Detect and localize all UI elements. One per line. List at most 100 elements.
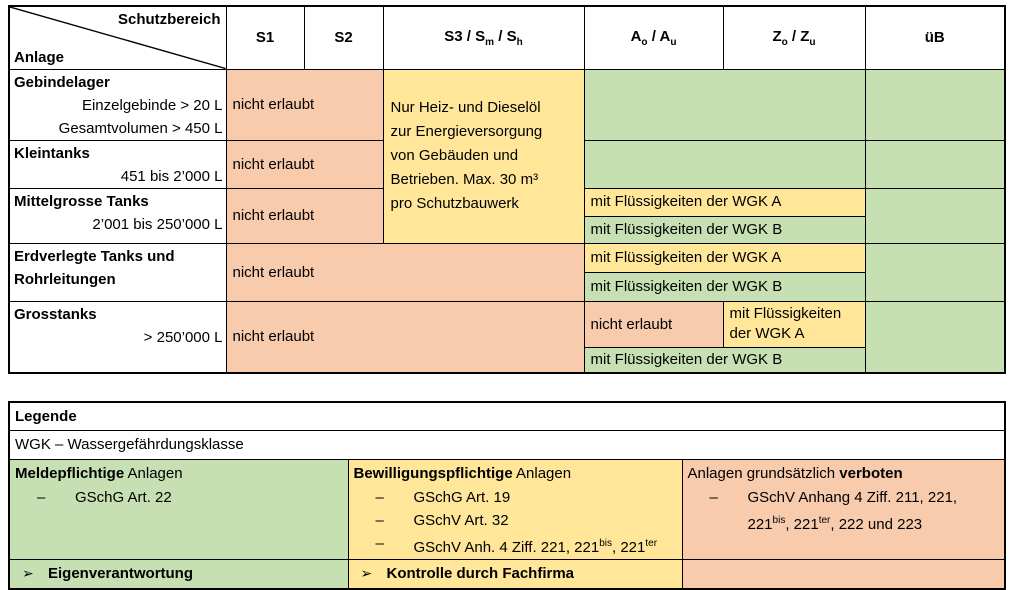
cell-grosstanks-az-wgk-b: mit Flüssigkeiten der WGK B (583, 346, 866, 374)
col-header-s3-sub-h: h (516, 36, 523, 48)
row-title: Mittelgrosse Tanks (14, 192, 149, 210)
cell-gebindelager-ueb-allowed (864, 68, 1006, 141)
cell-erdverlegte-az-wgk-a: mit Flüssigkeiten der WGK A (583, 242, 866, 273)
legend-item: – GSchV Anh. 4 Ziff. 221, 221bis, 221ter (354, 532, 677, 559)
title-rest-part: Anlagen (512, 464, 572, 482)
item-text-part: , 221 (611, 538, 646, 556)
row-mittelgrosse-b: mit Flüssigkeiten der WGK B (9, 215, 1005, 244)
legend-title: Legende (8, 401, 1006, 431)
legend-item-text: GSchG Art. 19 (413, 488, 511, 506)
footer-text: Eigenverantwortung (48, 565, 194, 583)
legend-bewilligungspflichtige-cell: Bewilligungspflichtige Anlagen – GSchG Ar… (347, 458, 683, 560)
corner-header-cell: Schutzbereich Anlage (8, 5, 227, 70)
item-text-part: , 222 und 223 (830, 515, 923, 533)
footer-kontrolle-fachfirma: ➢ Kontrolle durch Fachfirma (347, 558, 683, 590)
row-header-mittelgrosse-tanks: Mittelgrosse Tanks 2’001 bis 250’000 L (8, 187, 227, 244)
row-erdverlegte-b: mit Flüssigkeiten der WGK B (9, 271, 1005, 302)
row-title: Gebindelager (14, 73, 110, 91)
legend-item: – GSchV Anhang 4 Ziff. 211, 221, 221bis, … (688, 486, 1000, 536)
arrow-bullet-icon: ➢ (360, 565, 373, 582)
schutzbereich-anlage-matrix: Schutzbereich Anlage S1 S2 S3 / Sm / Sh … (8, 5, 1006, 374)
title-rest-part: Anlagen grundsätzlich (687, 464, 840, 482)
col-header-ao-au: Ao / Au (583, 5, 724, 70)
legend-title-row: Legende (8, 401, 1006, 431)
legend-meldepflichtige-title: Meldepflichtige Anlagen (15, 464, 343, 484)
corner-label-schutzbereich: Schutzbereich (117, 11, 221, 28)
legend-wgk-row: WGK – Wassergefährdungsklasse (8, 429, 1006, 460)
cell-mittelgrosse-az-wgk-b: mit Flüssigkeiten der WGK B (583, 215, 866, 244)
cell-kleintanks-s1s2-nicht-erlaubt: nicht erlaubt (225, 139, 384, 189)
col-header-s2: S2 (303, 5, 384, 70)
legend-table: Legende WGK – Wassergefährdungsklasse Me… (8, 401, 1007, 590)
dash-bullet: – (375, 534, 384, 552)
legend-verboten-title: Anlagen grundsätzlich verboten (688, 464, 1000, 484)
col-header-a-text: A (630, 27, 642, 45)
title-bold-part: Meldepflichtige (15, 464, 125, 482)
legend-item-text: GSchV Art. 32 (413, 511, 509, 529)
col-header-zo-zu: Zo / Zu (722, 5, 866, 70)
cell-erdverlegte-s1s2s3-nicht-erlaubt: nicht erlaubt (225, 242, 585, 302)
arrow-bullet-icon: ➢ (22, 565, 34, 582)
legend-footer-row: ➢ Eigenverantwortung ➢ Kontrolle durch Fac… (8, 558, 1006, 590)
col-header-z-sub-u: u (809, 36, 816, 48)
col-header-z-sub-o: o (781, 36, 788, 48)
col-header-z-text: Z (772, 27, 782, 45)
title-bold-part: Bewilligungspflichtige (353, 464, 513, 482)
footer-text: Kontrolle durch Fachfirma (386, 565, 575, 583)
row-grosstanks-a: Grosstanks > 250’000 L nicht erlaubt nic… (8, 300, 1006, 374)
item-sup-bis: bis (772, 514, 786, 526)
item-sup-ter: ter (818, 514, 831, 526)
cell-grosstanks-s1s2s3-nicht-erlaubt: nicht erlaubt (225, 300, 585, 374)
legend-item: – GSchV Art. 32 (354, 509, 677, 532)
row-subtitle: Gesamtvolumen > 450 L (58, 119, 223, 137)
col-header-s3: S3 / Sm / Sh (382, 5, 585, 70)
legend-item: – GSchG Art. 22 (15, 486, 343, 509)
title-bold-part: verboten (839, 464, 903, 482)
row-mittelgrosse-a: Mittelgrosse Tanks 2’001 bis 250’000 L n… (8, 187, 1006, 244)
row-subtitle: > 250’000 L (143, 328, 223, 346)
dash-bullet: – (375, 511, 384, 529)
col-header-s3-text: S3 / S (444, 27, 486, 45)
cell-grosstanks-a-nicht-erlaubt: nicht erlaubt (583, 300, 724, 348)
col-header-s3-text2: / S (494, 27, 517, 45)
col-header-s1: S1 (225, 5, 305, 70)
item-text-part: GSchV Anhang 4 Ziff. 211, 221, 221 (747, 488, 958, 533)
cell-mittelgrosse-s1s2-nicht-erlaubt: nicht erlaubt (225, 187, 384, 244)
col-header-z-text2: / Z (787, 27, 810, 45)
row-title: Erdverlegte Tanks und Rohrleitungen (14, 247, 175, 288)
legend-verboten-cell: Anlagen grundsätzlich verboten – GSchV An… (681, 458, 1006, 560)
legend-item-text: GSchV Anh. 4 Ziff. 221, 221bis, 221ter (414, 532, 658, 559)
col-header-s3-sub-m: m (485, 36, 495, 48)
cell-mittelgrosse-ueb-allowed (864, 187, 1006, 244)
matrix-header-row: Schutzbereich Anlage S1 S2 S3 / Sm / Sh … (8, 5, 1006, 70)
dash-bullet: – (709, 488, 718, 506)
row-header-kleintanks: Kleintanks 451 bis 2’000 L (8, 139, 227, 189)
corner-label-anlage: Anlage (14, 48, 65, 66)
legend-item-text: GSchV Anhang 4 Ziff. 211, 221, 221bis, 2… (748, 486, 990, 536)
dash-bullet: – (375, 488, 384, 506)
footer-verboten-empty (681, 558, 1006, 590)
row-subtitle: 2’001 bis 250’000 L (92, 215, 223, 233)
col-header-a-sub-u: u (670, 36, 677, 48)
dash-bullet: – (37, 488, 46, 506)
row-header-grosstanks: Grosstanks > 250’000 L (8, 300, 227, 374)
row-grosstanks-b: mit Flüssigkeiten der WGK B (9, 346, 1005, 374)
cell-gebindelager-s1s2-nicht-erlaubt: nicht erlaubt (225, 68, 384, 141)
row-kleintanks: Kleintanks 451 bis 2’000 L nicht erlaubt (8, 139, 1006, 189)
legend-item: – GSchG Art. 19 (354, 486, 677, 509)
cell-kleintanks-ueb-allowed (864, 139, 1006, 189)
cell-grosstanks-ueb-allowed (864, 300, 1006, 374)
row-header-gebindelager: Gebindelager Einzelgebinde > 20 L Gesamt… (8, 68, 227, 141)
cell-gebindelager-az-allowed (583, 68, 866, 141)
col-header-ueb: üB (864, 5, 1006, 70)
cell-mittelgrosse-az-wgk-a: mit Flüssigkeiten der WGK A (583, 187, 866, 217)
row-subtitle: 451 bis 2’000 L (120, 167, 223, 185)
legend-item-text: GSchG Art. 22 (75, 488, 172, 506)
wgk-definition: WGK – Wassergefährdungsklasse (8, 429, 1006, 460)
item-text-part: , 221 (785, 515, 819, 533)
cell-grosstanks-z-wgk-a: mit Flüssigkeiten der WGK A (722, 300, 866, 348)
footer-eigenverantwortung: ➢ Eigenverantwortung (8, 558, 349, 590)
row-header-erdverlegte-tanks: Erdverlegte Tanks und Rohrleitungen (8, 242, 227, 302)
row-gebindelager: Gebindelager Einzelgebinde > 20 L Gesamt… (8, 68, 1006, 244)
legend-categories-row: Meldepflichtige Anlagen – GSchG Art. 22 B… (8, 458, 1006, 560)
